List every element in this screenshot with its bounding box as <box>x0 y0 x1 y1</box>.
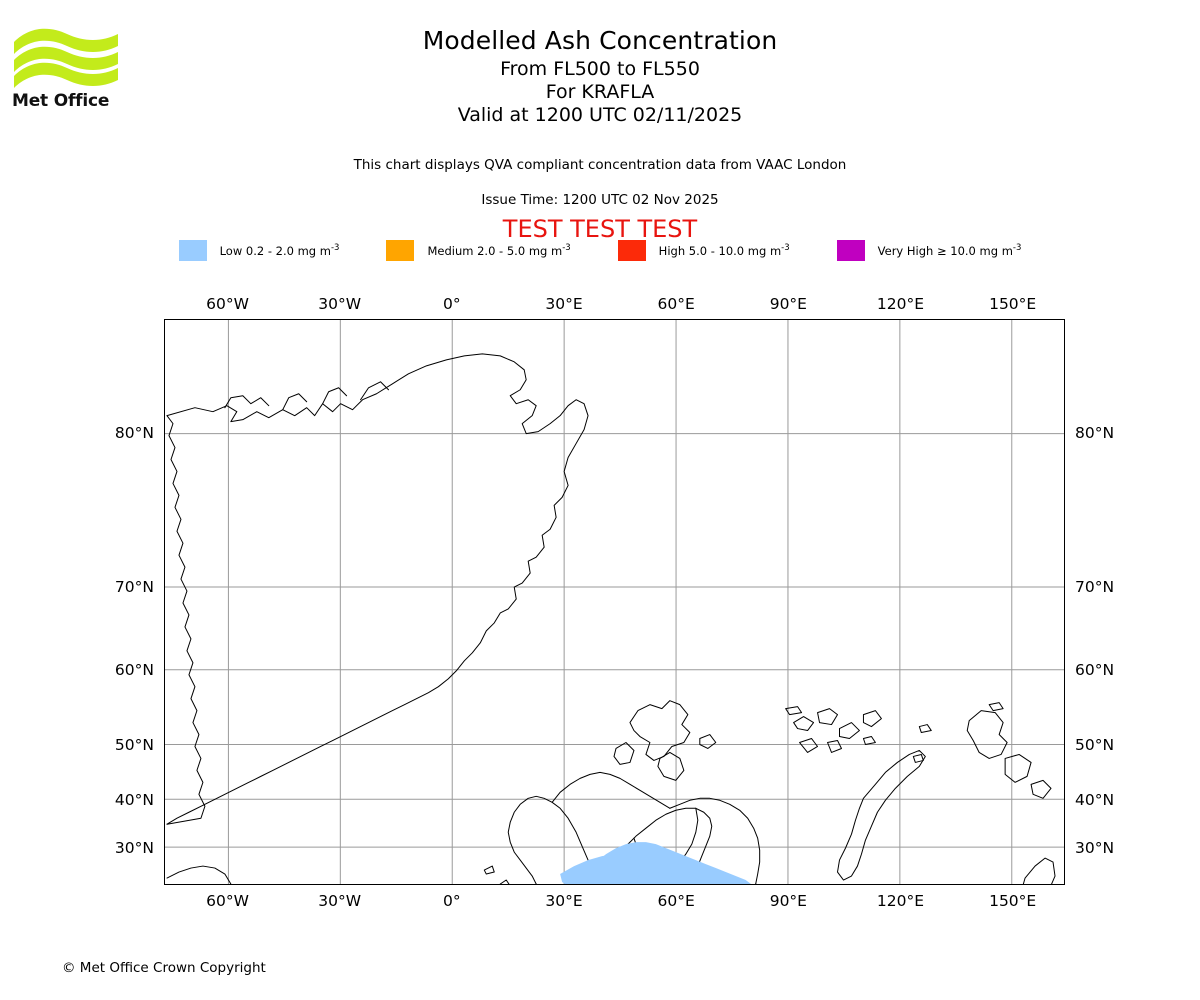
valid-at-subtitle: Valid at 1200 UTC 02/11/2025 <box>457 104 743 126</box>
svalbard-spitsbergen <box>629 700 691 761</box>
arctic-islet-1 <box>918 724 932 734</box>
greenland-fjords-n <box>322 387 348 405</box>
franz-josef-island-5 <box>799 738 819 753</box>
lat-label-right-40: 40°N <box>1075 791 1115 809</box>
lon-label-top-90: 90°E <box>769 295 807 313</box>
franz-josef-island-4 <box>862 710 882 728</box>
lon-label-bottom-120: 120°E <box>876 892 925 910</box>
legend-label-very-high: Very High ≥ 10.0 mg m-3 <box>877 243 1022 258</box>
lat-label-left-40: 40°N <box>114 791 154 809</box>
greenland-fjords-ne <box>360 381 390 401</box>
faroe-islands <box>499 879 510 884</box>
lon-label-top-60: 60°E <box>657 295 695 313</box>
north-america-coast <box>166 865 232 884</box>
lat-label-left-80: 80°N <box>114 424 154 442</box>
jan-mayen <box>483 865 495 875</box>
severnaya-zemlya-south <box>1004 753 1032 783</box>
legend-swatch-very-high <box>836 240 865 261</box>
copyright-notice: © Met Office Crown Copyright <box>62 960 266 976</box>
severnaya-zemlya-north <box>966 710 1008 759</box>
franz-josef-island-7 <box>785 706 803 716</box>
legend-swatch-high <box>617 240 646 261</box>
met-office-logo: Met Office <box>12 22 122 112</box>
greenland-coastline <box>166 353 589 825</box>
test-banner: TEST TEST TEST <box>502 215 698 243</box>
lat-label-right-70: 70°N <box>1075 578 1115 596</box>
lon-label-top-30: 30°E <box>545 295 583 313</box>
norway-west-coast <box>507 795 597 884</box>
plume-low-north-crest <box>560 854 642 884</box>
lat-label-left-30: 30°N <box>114 839 154 857</box>
issue-time: Issue Time: 1200 UTC 02 Nov 2025 <box>481 192 719 208</box>
lon-label-top--30: 30°W <box>318 295 362 313</box>
novaya-zemlya <box>837 749 926 881</box>
lon-label-top--60: 60°W <box>206 295 249 313</box>
map-canvas <box>164 319 1065 885</box>
greenland-fjords-north <box>224 395 270 409</box>
severnaya-zemlya-islet <box>1030 779 1052 799</box>
legend-label-medium: Medium 2.0 - 5.0 mg m-3 <box>427 243 571 258</box>
europe-baltic-coast <box>535 883 537 884</box>
concentration-legend: Low 0.2 - 2.0 mg m-3 Medium 2.0 - 5.0 mg… <box>0 240 1200 261</box>
lon-label-bottom-30: 30°E <box>545 892 583 910</box>
greenland-west-coast <box>166 415 206 825</box>
lat-label-right-50: 50°N <box>1075 736 1115 754</box>
kamchatka <box>1022 857 1056 884</box>
franz-josef-island-6 <box>827 740 842 753</box>
franz-josef-island-1 <box>793 716 815 732</box>
plume-low-barents-neck <box>669 864 711 884</box>
plume-low-main-arc <box>574 842 752 884</box>
legend-entry-medium: Medium 2.0 - 5.0 mg m-3 <box>386 240 571 261</box>
lat-label-right-30: 30°N <box>1075 839 1115 857</box>
legend-entry-very-high: Very High ≥ 10.0 mg m-3 <box>836 240 1022 261</box>
greenland-fjords-nw <box>282 393 308 411</box>
legend-label-high: High 5.0 - 10.0 mg m-3 <box>658 243 790 258</box>
ash-concentration-map: 60°W 60°W 30°W 30°W 0° 0° 30°E 30°E 60°E 60°E 90°E… <box>115 295 1114 910</box>
norway-north-coast <box>551 771 671 809</box>
met-office-logo-text: Met Office <box>12 91 110 111</box>
lon-label-bottom-90: 90°E <box>769 892 807 910</box>
lat-label-left-50: 50°N <box>114 736 154 754</box>
siberia-arctic-coast <box>755 883 757 884</box>
svalbard-prins-karls <box>613 742 635 765</box>
lon-label-bottom-60: 60°E <box>657 892 695 910</box>
lat-label-left-70: 70°N <box>114 578 154 596</box>
met-office-waves-logo-icon <box>14 28 118 88</box>
legend-entry-high: High 5.0 - 10.0 mg m-3 <box>617 240 790 261</box>
legend-swatch-low <box>178 240 207 261</box>
legend-entry-low: Low 0.2 - 2.0 mg m-3 <box>178 240 340 261</box>
volcano-subtitle: For KRAFLA <box>545 81 655 103</box>
franz-josef-island-8 <box>862 736 876 745</box>
svalbard-islet <box>699 734 717 749</box>
lat-label-right-80: 80°N <box>1075 424 1115 442</box>
arctic-islet-3 <box>988 702 1004 712</box>
lon-label-bottom-150: 150°E <box>989 892 1037 910</box>
svalbard-edgeoya <box>657 751 685 781</box>
franz-josef-island-3 <box>839 722 860 740</box>
map-gridlines <box>165 320 1064 884</box>
legend-swatch-medium <box>386 240 415 261</box>
lon-label-bottom--60: 60°W <box>206 892 249 910</box>
lon-label-bottom--30: 30°W <box>318 892 362 910</box>
lat-label-left-60: 60°N <box>114 661 154 679</box>
kola-peninsula <box>669 797 761 884</box>
page-title: Modelled Ash Concentration <box>422 26 778 55</box>
title-block: Modelled Ash Concentration From FL500 to… <box>0 28 1200 129</box>
lon-label-top-0: 0° <box>443 295 461 313</box>
lat-label-right-60: 60°N <box>1075 661 1115 679</box>
arctic-islet-2 <box>912 753 924 763</box>
ash-plume-low <box>560 842 752 884</box>
flight-level-subtitle: From FL500 to FL550 <box>500 58 700 80</box>
lon-label-bottom-0: 0° <box>443 892 461 910</box>
legend-label-low: Low 0.2 - 2.0 mg m-3 <box>219 243 340 258</box>
franz-josef-island-2 <box>817 708 839 726</box>
lon-label-top-120: 120°E <box>876 295 925 313</box>
chart-note: This chart displays QVA compliant concen… <box>353 157 847 173</box>
lon-label-top-150: 150°E <box>989 295 1037 313</box>
